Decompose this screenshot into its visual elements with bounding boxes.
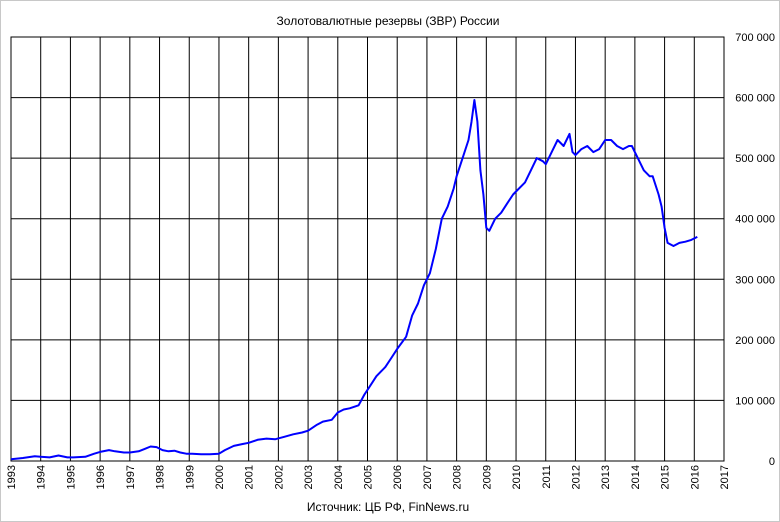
y-tick-label: 500 000 [735, 153, 775, 165]
x-axis: 1993 1994 1995 1996 1997 1998 1999 2000 2001 2002… [6, 465, 731, 489]
source-note: Источник: ЦБ РФ, FinNews.ru [307, 500, 469, 514]
x-tick-label: 1999 [184, 465, 196, 489]
x-tick-label: 2003 [303, 465, 315, 489]
x-tick-label: 2011 [541, 465, 553, 489]
x-tick-label: 1998 [155, 465, 167, 489]
y-tick-label: 400 000 [735, 214, 775, 226]
y-axis: 0 100 000 200 000 300 000 400 000 500 000 600 … [735, 32, 775, 468]
x-tick-label: 1994 [36, 465, 48, 489]
x-tick-label: 2014 [630, 465, 642, 489]
x-tick-label: 2000 [214, 465, 226, 489]
y-tick-label: 100 000 [735, 395, 775, 407]
chart-title: Золотовалютные резервы (ЗВР) России [277, 14, 500, 28]
x-tick-label: 2002 [273, 465, 285, 489]
y-tick-label: 200 000 [735, 335, 775, 347]
x-tick-label: 1995 [65, 465, 77, 489]
x-tick-label: 2016 [689, 465, 701, 489]
grid [10, 36, 725, 462]
x-tick-label: 1997 [125, 465, 137, 489]
y-tick-label: 300 000 [735, 274, 775, 286]
x-tick-label: 2010 [511, 465, 523, 489]
x-tick-label: 2006 [392, 465, 404, 489]
plot-area [10, 36, 725, 462]
x-tick-label: 2005 [363, 465, 375, 489]
x-tick-label: 2009 [481, 465, 493, 489]
x-tick-label: 2012 [570, 465, 582, 489]
y-tick-label: 700 000 [735, 32, 775, 44]
x-tick-label: 1993 [6, 465, 18, 489]
x-tick-label: 2004 [333, 465, 345, 489]
x-tick-label: 1996 [95, 465, 107, 489]
series-line [10, 99, 698, 461]
x-tick-label: 2007 [422, 465, 434, 489]
y-tick-label: 0 [769, 456, 775, 468]
x-tick-label: 2001 [244, 465, 256, 489]
x-tick-label: 2017 [719, 465, 731, 489]
x-tick-label: 2013 [600, 465, 612, 489]
x-tick-label: 2015 [660, 465, 672, 489]
y-tick-label: 600 000 [735, 93, 775, 105]
x-tick-label: 2008 [452, 465, 464, 489]
